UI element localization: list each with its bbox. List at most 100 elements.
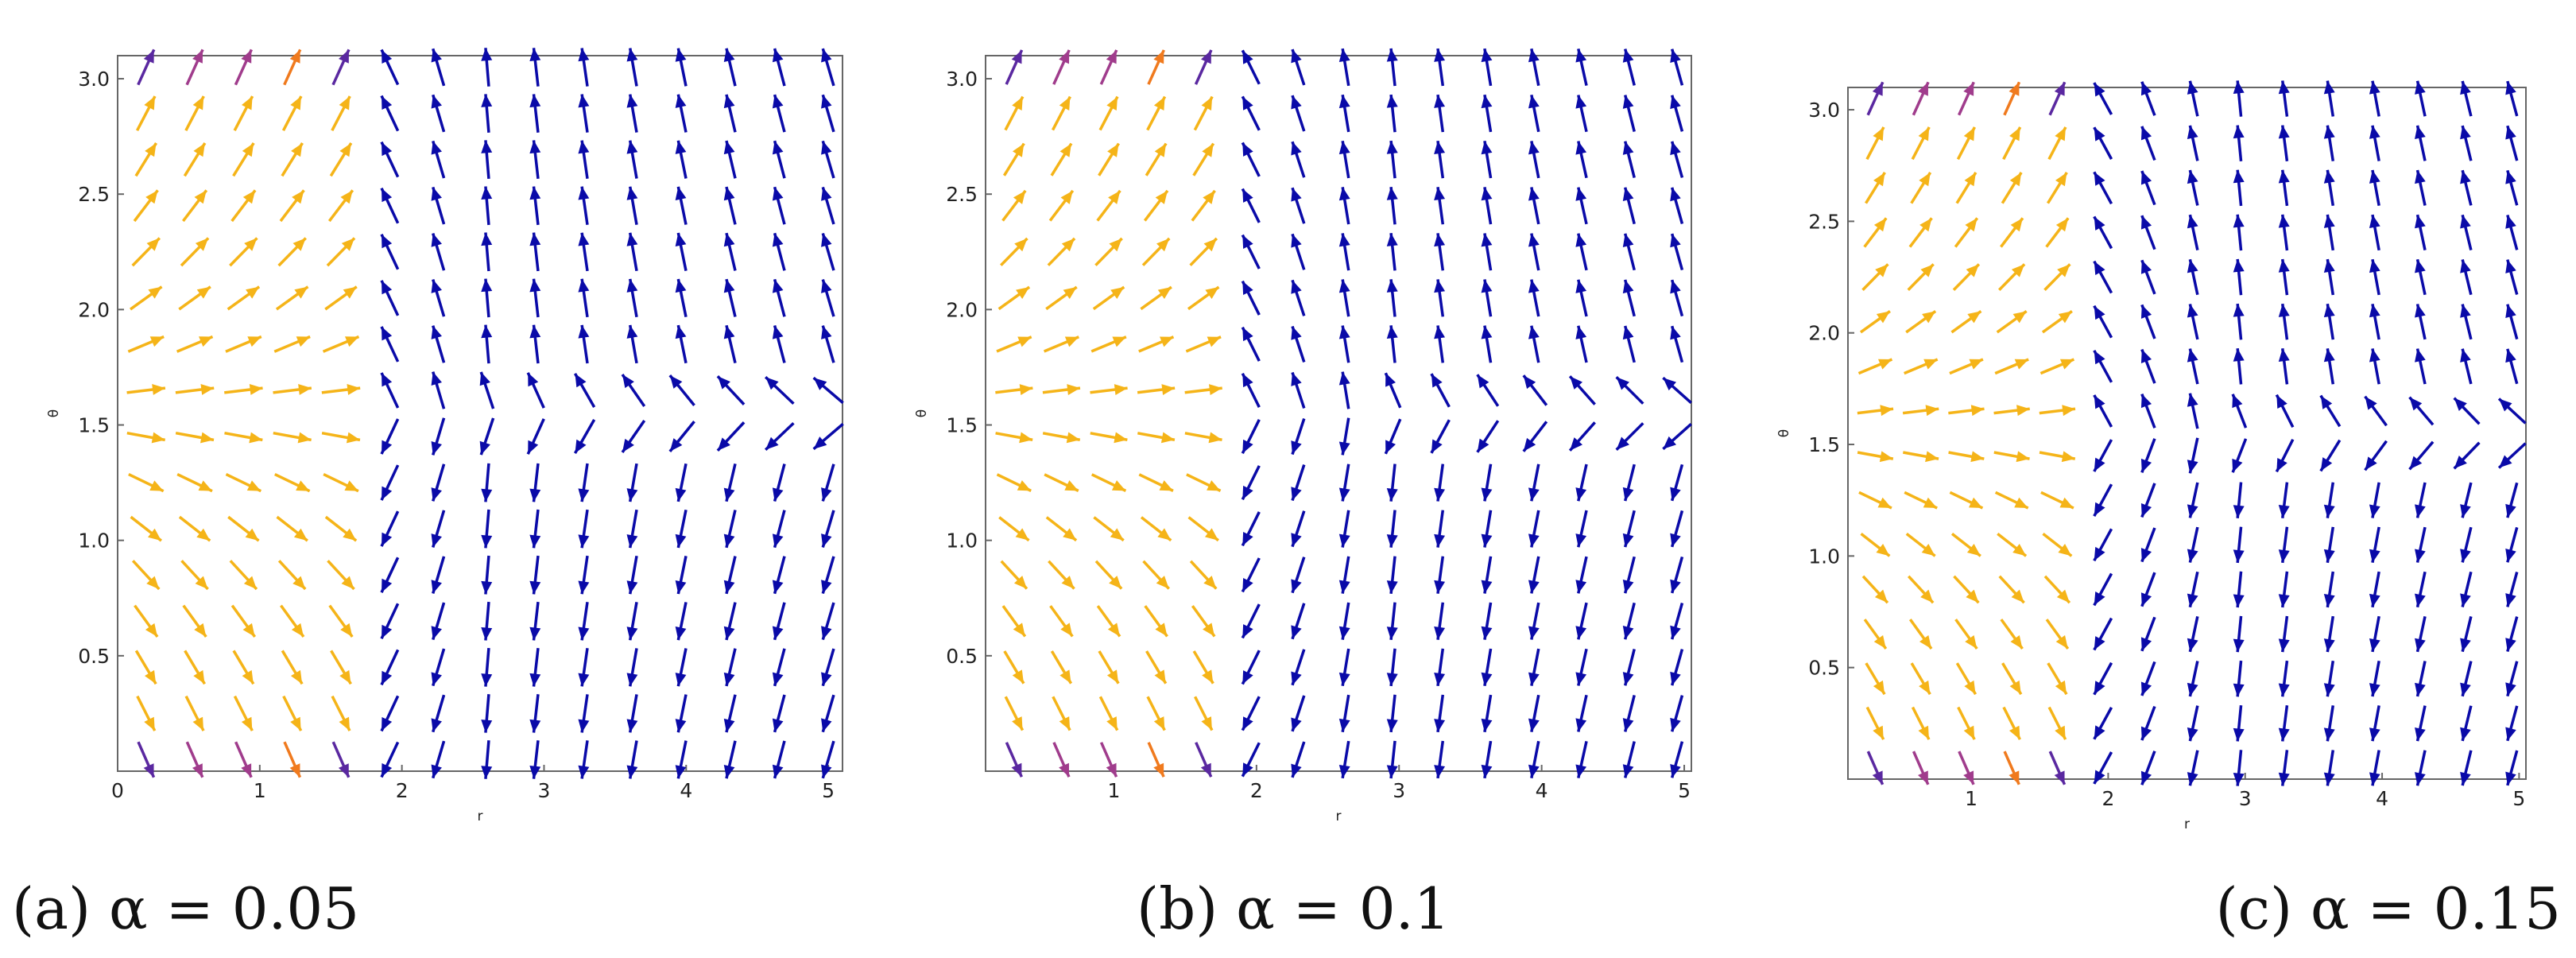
field-arrow-head	[431, 95, 442, 109]
field-arrow-head	[1059, 143, 1071, 157]
field-arrow-head	[382, 234, 393, 249]
y-tick-label: 0.5	[946, 645, 978, 668]
field-arrow-head	[2278, 638, 2290, 653]
field-arrow-head	[382, 624, 393, 639]
field-arrow-head	[1925, 451, 1939, 463]
field-arrow-head	[1919, 634, 1932, 650]
field-arrow-head	[1203, 190, 1215, 204]
field-arrow-head	[578, 140, 590, 154]
field-arrow-head	[289, 763, 300, 778]
field-arrow-head	[1877, 359, 1892, 370]
field-arrow-head	[2014, 359, 2029, 370]
field-arrow-head	[821, 279, 832, 293]
field-arrow-head	[1155, 623, 1168, 637]
field-arrow-head	[2055, 634, 2068, 650]
field-arrow-head	[143, 49, 154, 64]
field-arrow-head	[149, 336, 165, 347]
field-arrow-head	[1920, 264, 1934, 277]
field-arrow-head	[1434, 487, 1446, 502]
field-arrow-head	[2055, 680, 2067, 695]
field-arrow-head	[1616, 436, 1629, 450]
field-arrow-head	[1017, 480, 1032, 491]
field-arrow-head	[575, 439, 587, 454]
field-arrow-head	[2460, 348, 2471, 363]
field-arrow-head	[1060, 190, 1073, 204]
field-arrow-head	[772, 279, 784, 293]
field-arrow-head	[2055, 172, 2067, 187]
field-arrow-head	[246, 480, 261, 491]
field-arrow-head	[1967, 311, 1981, 324]
y-tick-label: 1.5	[1808, 433, 1840, 456]
field-arrow-head	[1431, 439, 1443, 453]
field-arrow-head	[1106, 49, 1117, 64]
field-arrow-head	[1873, 126, 1884, 142]
field-arrow-head	[2505, 682, 2516, 696]
field-arrow-head	[675, 765, 687, 779]
field-arrow-head	[2369, 125, 2380, 139]
field-arrow-head	[2276, 457, 2287, 472]
field-arrow-head	[2505, 259, 2516, 273]
field-arrow-head	[2276, 394, 2287, 409]
field-arrow-head	[2369, 80, 2380, 95]
field-arrow-head	[2415, 80, 2426, 95]
field-arrow-head	[2505, 81, 2516, 95]
field-arrow-head	[1160, 336, 1174, 347]
field-arrow-head	[723, 325, 735, 339]
field-arrow-head	[575, 373, 587, 388]
field-arrow-head	[626, 48, 638, 62]
field-arrow-head	[1528, 48, 1540, 63]
field-arrow-head	[291, 623, 304, 637]
field-arrow-head	[382, 49, 393, 64]
field-arrow-head	[1876, 311, 1890, 324]
field-arrow-head	[1012, 716, 1023, 731]
field-arrow-head	[2460, 304, 2471, 318]
field-arrow-head	[1670, 487, 1681, 501]
field-arrow-head	[1481, 626, 1493, 640]
field-arrow-head	[626, 534, 638, 549]
field-arrow-head	[2012, 543, 2027, 557]
field-arrow-head	[2140, 458, 2152, 473]
field-arrow-head	[382, 188, 393, 203]
field-arrow-head	[2320, 457, 2333, 471]
field-arrow-head	[1622, 325, 1634, 340]
field-arrow-head	[1242, 485, 1253, 500]
field-arrow-head	[626, 94, 638, 108]
field-arrow-head	[1338, 487, 1350, 502]
field-arrow-head	[2094, 636, 2105, 650]
field-arrow-head	[481, 94, 493, 107]
field-arrow-head	[2011, 264, 2025, 277]
field-arrow-head	[431, 533, 442, 548]
y-tick-label: 1.0	[1808, 545, 1840, 568]
field-arrow-head	[2232, 458, 2243, 473]
field-arrow-head	[529, 140, 541, 154]
field-arrow-head	[1386, 673, 1398, 686]
field-arrow-head	[1107, 143, 1119, 157]
field-arrow-head	[1019, 384, 1033, 396]
field-arrow-head	[2187, 215, 2198, 229]
field-arrow-head	[431, 371, 442, 386]
field-arrow-head	[578, 765, 590, 779]
field-arrow-head	[338, 763, 349, 778]
field-arrow-head	[2369, 215, 2380, 229]
field-arrow-head	[1242, 142, 1253, 157]
field-arrow-head	[339, 716, 350, 731]
field-arrow-head	[626, 673, 638, 687]
field-arrow-head	[578, 719, 590, 733]
field-arrow-head	[1670, 579, 1681, 594]
field-arrow-head	[2094, 216, 2105, 231]
field-arrow-head	[2140, 681, 2152, 696]
field-arrow-head	[1434, 95, 1446, 108]
field-arrow-head	[2323, 683, 2335, 697]
field-arrow-head	[529, 186, 541, 200]
field-arrow-head	[1874, 589, 1888, 603]
field-arrow-head	[1154, 669, 1166, 684]
field-arrow-head	[1059, 762, 1069, 778]
field-arrow-head	[1338, 187, 1350, 201]
field-arrow-head	[1918, 82, 1929, 96]
field-arrow-head	[821, 718, 832, 732]
field-arrow-head	[2054, 770, 2065, 785]
field-arrow-head	[2369, 304, 2380, 318]
field-arrow-head	[341, 576, 354, 590]
field-arrow-head	[1877, 497, 1892, 509]
